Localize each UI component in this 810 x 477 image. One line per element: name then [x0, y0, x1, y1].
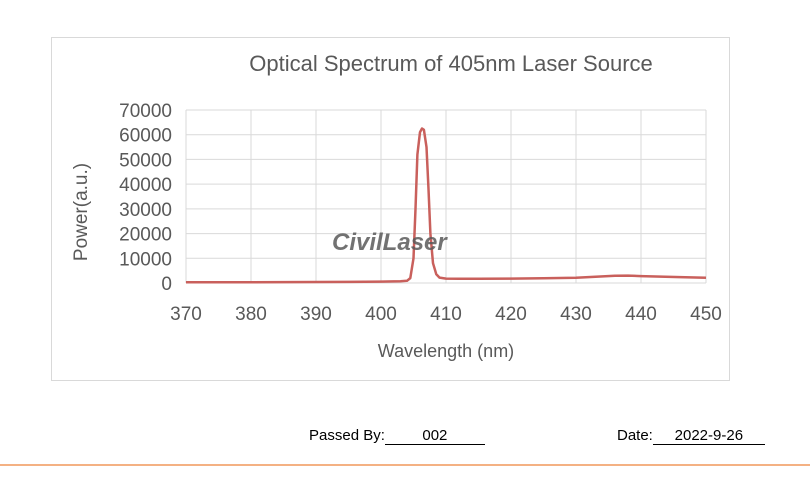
footer-divider — [0, 464, 810, 466]
x-tick-label: 400 — [365, 304, 397, 325]
y-tick-label: 60000 — [119, 126, 172, 147]
spectrum-chart: Optical Spectrum of 405nm Laser Source 0… — [71, 51, 722, 361]
x-tick-label: 390 — [300, 304, 332, 325]
chart-frame: Optical Spectrum of 405nm Laser Source 0… — [51, 37, 730, 381]
x-tick-label: 410 — [430, 304, 462, 325]
passed-by-field: Passed By: 002 — [309, 427, 485, 445]
x-tick-label: 440 — [625, 304, 657, 325]
tick-labels: 0 10000 20000 30000 40000 50000 60000 70000 370 3… — [119, 101, 722, 325]
y-tick-label: 50000 — [119, 150, 172, 171]
y-tick-label: 0 — [161, 274, 172, 295]
chart-title: Optical Spectrum of 405nm Laser Source — [249, 51, 653, 76]
y-tick-label: 30000 — [119, 200, 172, 221]
x-axis-label: Wavelength (nm) — [378, 341, 514, 361]
grid-lines — [185, 109, 707, 284]
date-label: Date: — [617, 427, 653, 444]
y-tick-label: 70000 — [119, 101, 172, 122]
series-line — [186, 127, 707, 284]
x-tick-label: 370 — [170, 304, 202, 325]
passed-by-label: Passed By: — [309, 427, 385, 444]
y-tick-label: 20000 — [119, 225, 172, 246]
passed-by-value: 002 — [384, 427, 485, 445]
x-tick-label: 430 — [560, 304, 592, 325]
date-value: 2022-9-26 — [652, 427, 765, 445]
y-axis-label: Power(a.u.) — [71, 163, 92, 261]
y-tick-label: 10000 — [119, 249, 172, 270]
watermark-logo: CivilLaser — [332, 229, 448, 256]
y-tick-label: 40000 — [119, 175, 172, 196]
x-tick-label: 420 — [495, 304, 527, 325]
x-tick-label: 380 — [235, 304, 267, 325]
x-tick-label: 450 — [690, 304, 722, 325]
date-field: Date: 2022-9-26 — [617, 427, 765, 445]
